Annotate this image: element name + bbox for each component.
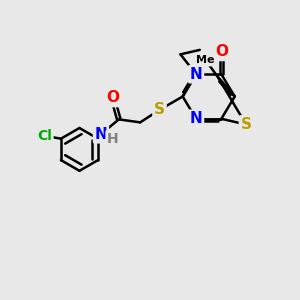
Text: S: S: [154, 102, 165, 117]
Text: O: O: [215, 44, 228, 59]
Text: Cl: Cl: [37, 129, 52, 143]
Text: O: O: [106, 91, 119, 106]
Text: N: N: [94, 127, 107, 142]
Text: N: N: [190, 67, 202, 82]
Text: N: N: [190, 111, 202, 126]
Text: S: S: [241, 117, 251, 132]
Text: Me: Me: [196, 55, 215, 65]
Text: H: H: [107, 132, 119, 146]
